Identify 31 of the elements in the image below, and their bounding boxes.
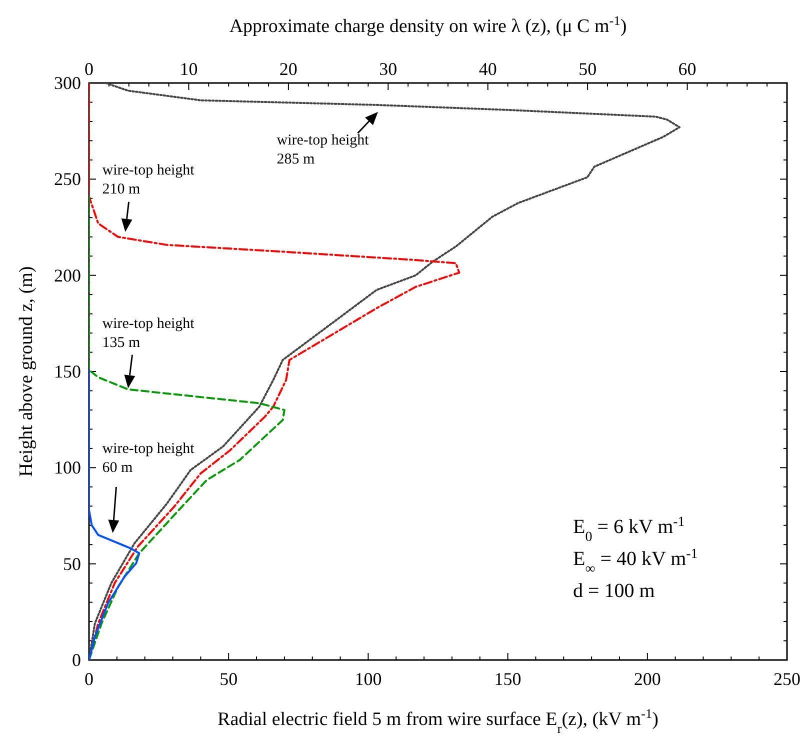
x-tick-label: 100 [354,669,382,689]
y-tick-label: 100 [54,458,81,478]
annotation: wire-top height 285 m [276,132,370,168]
x-tick-label: 150 [494,669,522,689]
y-axis-title: Height above ground z, (m) [16,266,37,477]
annotation: wire-top height 60 m [102,440,196,476]
line-series [89,195,286,660]
x-tick-label: 50 [220,669,238,689]
x2-tick-label: 40 [478,59,497,79]
x2-tick-label: 10 [180,59,198,79]
x2-tick-label: 60 [678,59,696,79]
x-tick-label: 0 [84,669,94,689]
x2-tick-label: 20 [279,59,298,79]
x2-tick-label: 0 [84,59,94,79]
annotation: wire-top height 210 m [102,162,196,198]
x-axis-title: Radial electric field 5 m from wire surface E$_{r}$(z), (kV m$^{-1}$) [218,706,658,736]
x2-tick-label: 50 [578,59,597,79]
y-tick-label: 50 [63,554,81,574]
annotation: wire-top height 135 m [102,316,196,352]
y-tick-label: 250 [54,169,81,190]
x-tick-label: 250 [774,669,800,689]
y-tick-label: 0 [72,650,81,670]
x-tick-label: 200 [634,669,661,689]
annotation: E$_{∞}$ = 40 kV m$^{-1}$ [573,546,698,576]
y-tick-label: 150 [54,362,81,382]
annotation: d = 100 m [573,580,656,602]
y-tick-label: 300 [54,73,81,93]
x2-axis-title: Approximate charge density on wire λ (z), (μ C m$^{-1}$) [229,12,627,37]
annotation: E$_{0}$ = 6 kV m$^{-1}$ [573,514,685,544]
y-tick-label: 200 [54,265,81,286]
x2-tick-label: 30 [379,59,398,79]
